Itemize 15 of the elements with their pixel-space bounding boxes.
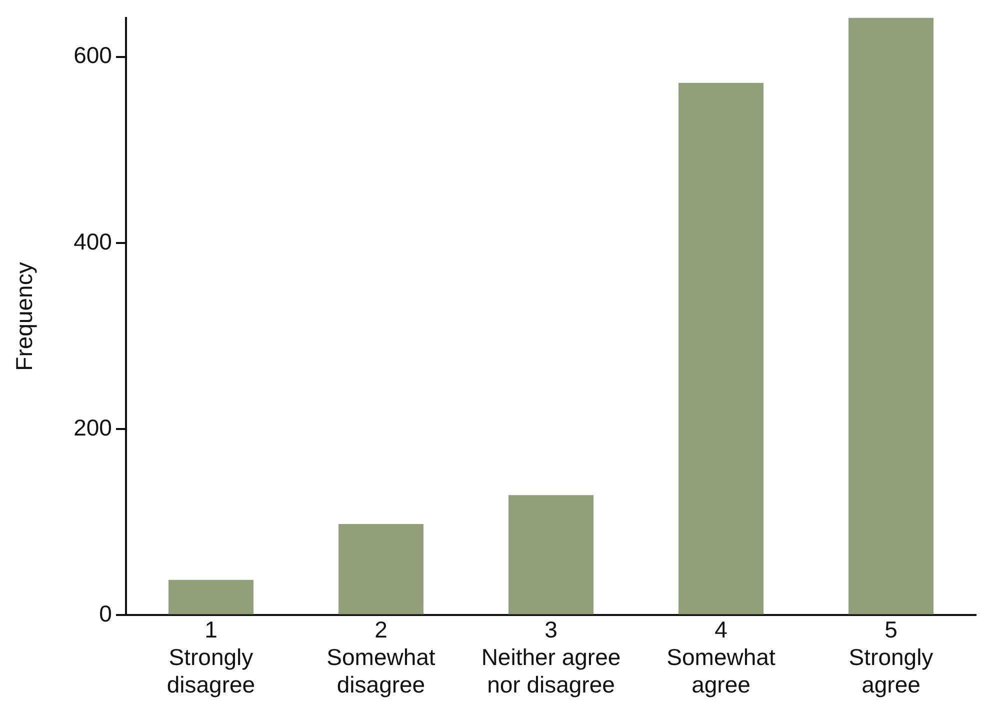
y-tick-label: 600: [74, 42, 112, 68]
y-tick-label: 0: [99, 600, 112, 627]
bar: [848, 18, 934, 614]
x-tick-label: 5 Strongly agree: [848, 616, 934, 698]
x-tick-label: 4 Somewhat agree: [666, 616, 776, 698]
y-tick-label: 200: [74, 414, 112, 440]
bar: [508, 495, 594, 614]
y-tick-label: 400: [74, 228, 112, 254]
bar: [678, 82, 764, 614]
x-tick-label: 1 Strongly disagree: [166, 616, 256, 698]
x-tick-label: 3 Neither agree nor disagree: [481, 616, 621, 698]
bar: [338, 524, 424, 614]
bar: [168, 580, 254, 614]
x-tick-label: 2 Somewhat disagree: [326, 616, 436, 698]
y-axis-title: Frequency: [11, 262, 38, 371]
